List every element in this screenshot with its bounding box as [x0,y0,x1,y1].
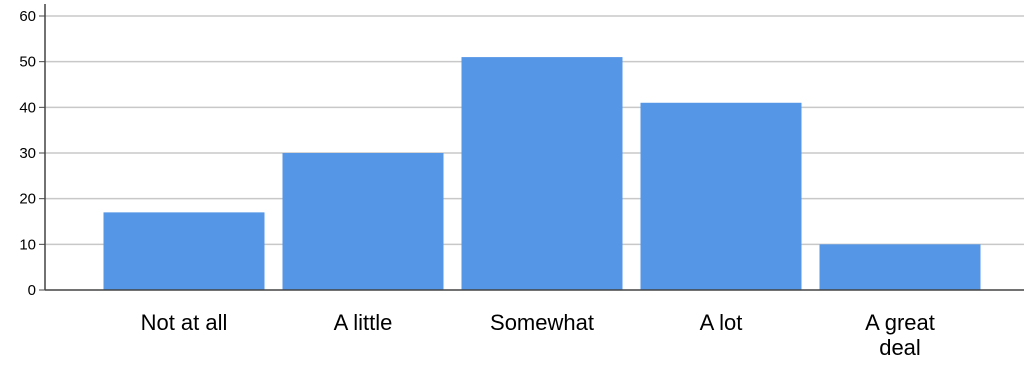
y-tick-label: 40 [19,99,36,116]
x-category-labels: Not at all A little Somewhat A lot A greatde… [141,310,935,360]
x-category-label: Not at all [141,310,228,335]
bar [282,153,444,290]
y-tick-label: 0 [28,282,36,299]
bar [819,244,981,290]
x-category-label: Somewhat [490,310,594,335]
bar [461,57,623,290]
x-category-label: deal [879,335,921,360]
x-category-label: A lot [700,310,743,335]
x-category-label: A great [865,310,935,335]
y-tick-label: 30 [19,145,36,162]
bar [103,212,265,290]
bar [640,102,802,291]
y-tick-label: 60 [19,8,36,25]
y-tick-labels: 0 10 20 30 40 50 60 [19,8,36,299]
axes [39,4,1024,291]
bars [103,57,981,291]
y-tick-label: 20 [19,191,36,208]
y-tick-label: 50 [19,54,36,71]
x-category-label: A little [334,310,393,335]
y-tick-label: 10 [19,236,36,253]
